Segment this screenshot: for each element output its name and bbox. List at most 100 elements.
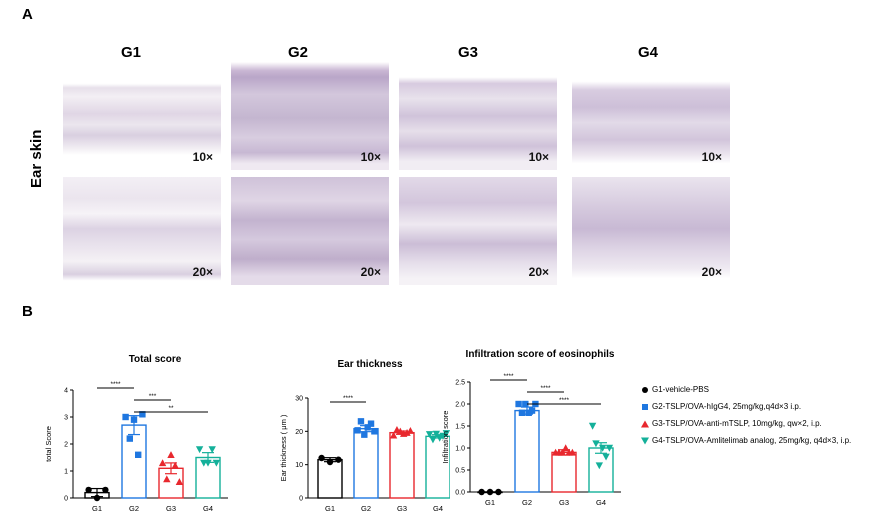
data-point [425, 431, 434, 439]
y-tick-label: 0 [64, 496, 68, 503]
data-point [442, 430, 450, 438]
data-point [122, 413, 129, 421]
data-point [175, 478, 184, 485]
histology-image-g4-20x: 20× [572, 177, 730, 285]
y-tick-label: 2 [64, 442, 68, 449]
y-tick-label: 3 [64, 415, 68, 422]
chart-title-total-score: Total score [128, 354, 182, 365]
y-tick-label: 10 [295, 462, 303, 469]
bar [389, 431, 415, 499]
x-tick-label: G3 [166, 504, 176, 513]
data-point [439, 432, 447, 440]
chart-ear-thickness: 0 10 20 30 Ear thickness ( μm ) G1 G2 G3 G4 **** [279, 395, 450, 513]
chart-title-infiltration: Infiltration score of eosinophils [465, 349, 615, 360]
row-label-ear-skin: Ear skin [28, 129, 45, 188]
legend-item-g1: G1-vehicle-PBS [640, 381, 851, 398]
data-point [568, 448, 577, 456]
data-point [102, 486, 109, 494]
significance-label: **** [540, 385, 551, 392]
magnification-label: 20× [528, 265, 549, 279]
data-point [429, 436, 437, 444]
data-point [478, 488, 485, 496]
significance-label: *** [149, 393, 157, 400]
group-title-g1: G1 [120, 44, 141, 61]
x-tick-label: G2 [129, 504, 139, 513]
data-point [528, 407, 536, 414]
x-tick-label: G2 [361, 504, 371, 513]
data-point [361, 431, 368, 438]
histology-image-g3-20x: 20× [399, 177, 557, 285]
data-point [126, 435, 133, 442]
y-tick-label: 4 [64, 388, 68, 395]
significance-label: ** [168, 405, 174, 412]
data-point [561, 444, 570, 452]
group-title-g4: G4 [637, 44, 658, 61]
legend: G1-vehicle-PBS G2-TSLP/OVA-hIgG4, 25mg/k… [640, 381, 851, 449]
magnification-label: 20× [192, 265, 213, 279]
bar [514, 409, 540, 493]
data-point [367, 420, 375, 427]
legend-marker-triangle-up [641, 420, 649, 427]
x-tick-label: G1 [485, 498, 495, 507]
magnification-label: 10× [528, 150, 549, 164]
histology-image-g1-20x: 20× [63, 177, 221, 285]
data-point [93, 494, 101, 502]
data-point [588, 422, 597, 430]
data-point [432, 430, 441, 438]
y-tick-label: 0 [299, 496, 303, 503]
x-tick-label: G4 [203, 504, 213, 513]
data-point [371, 428, 378, 435]
x-tick-label: G3 [559, 498, 569, 507]
x-tick-label: G3 [397, 504, 407, 513]
data-point [85, 486, 92, 494]
y-tick-label: 30 [295, 396, 303, 403]
histology-image-g2-10x: 10× [231, 62, 389, 170]
significance-label: **** [343, 395, 354, 402]
legend-label: G1-vehicle-PBS [652, 385, 709, 394]
legend-label: G4-TSLP/OVA-Amlitelimab analog, 25mg/kg,… [652, 436, 852, 445]
group-title-g2: G2 [287, 44, 308, 61]
histology-image-g1-10x: 10× [63, 62, 221, 170]
y-tick-label: 20 [295, 429, 303, 436]
significance-label: **** [559, 397, 570, 404]
data-point [598, 444, 607, 452]
data-point [195, 446, 204, 454]
x-tick-label: G4 [433, 504, 443, 513]
magnification-label: 10× [192, 150, 213, 164]
data-point [167, 451, 175, 458]
legend-label: G3-TSLP/OVA-anti-mTSLP, 10mg/kg, qw×2, i… [652, 419, 822, 428]
data-point [163, 475, 171, 483]
legend-marker-square [642, 403, 648, 410]
data-point [135, 451, 142, 458]
data-point [204, 459, 212, 467]
y-axis-label: Infiltration score [441, 411, 450, 464]
x-tick-label: G4 [596, 498, 606, 507]
data-point [525, 409, 532, 416]
data-point [364, 424, 371, 431]
legend-marker-triangle-down [641, 437, 649, 444]
data-point [318, 454, 325, 462]
y-axis-label: Ear thickness ( μm ) [279, 414, 288, 481]
legend-item-g4: G4-TSLP/OVA-Amlitelimab analog, 25mg/kg,… [640, 432, 851, 449]
chart-infiltration-score: 0.0 0.5 1.0 1.5 2.0 2.5 Infiltration score G1 G2… [441, 373, 621, 507]
data-point [389, 431, 398, 439]
y-tick-label: 1.5 [455, 424, 465, 431]
y-tick-label: 1 [64, 469, 68, 476]
data-point [592, 440, 600, 448]
bar [551, 451, 577, 493]
data-point [595, 462, 604, 470]
data-point [495, 488, 502, 496]
bar [121, 424, 147, 499]
y-tick-label: 0.5 [455, 468, 465, 475]
magnification-label: 10× [701, 150, 722, 164]
data-point [130, 416, 138, 423]
bar [588, 447, 614, 493]
data-point [558, 448, 567, 456]
data-point [357, 418, 365, 425]
data-point [326, 458, 334, 466]
legend-item-g2: G2-TSLP/OVA-hIgG4, 25mg/kg,q4d×3 i.p. [640, 398, 851, 415]
significance-label: **** [110, 381, 121, 388]
data-point [515, 400, 522, 408]
bar [317, 458, 343, 499]
